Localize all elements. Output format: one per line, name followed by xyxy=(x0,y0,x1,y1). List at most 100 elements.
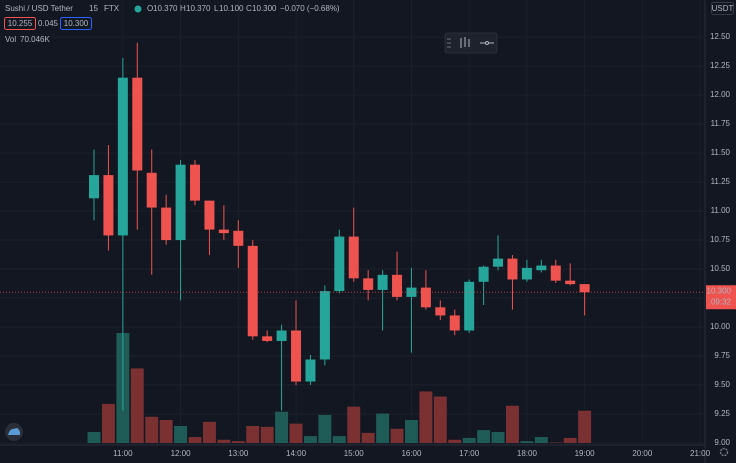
bid-box[interactable] xyxy=(4,17,36,30)
candle-body xyxy=(435,307,446,316)
currency-button[interactable] xyxy=(711,2,734,15)
y-tick-label: 10.00 xyxy=(710,322,731,331)
candle-body xyxy=(276,330,287,341)
countdown: 09:32 xyxy=(711,297,732,306)
interval[interactable]: 15 xyxy=(89,4,98,13)
candle-body xyxy=(536,265,547,271)
volume-bar xyxy=(188,437,202,443)
candle-body xyxy=(161,207,172,241)
y-tick-label: 10.50 xyxy=(710,264,731,273)
volume-bar xyxy=(491,431,505,443)
ohlc-key: L xyxy=(214,4,219,13)
volume-bar xyxy=(448,439,462,443)
candle-body xyxy=(478,266,489,282)
x-tick-label: 20:00 xyxy=(632,449,653,458)
vol-value: 70.046K xyxy=(20,35,50,44)
volume-bar xyxy=(419,391,433,443)
candle-icon[interactable] xyxy=(460,37,470,48)
candle-body xyxy=(507,258,518,280)
ohlc-key: C xyxy=(246,4,252,13)
volume-bar xyxy=(260,426,274,443)
y-tick-label: 12.00 xyxy=(710,90,731,99)
x-tick-label: 11:00 xyxy=(113,449,133,458)
y-tick-label: 9.00 xyxy=(714,438,730,447)
change: −0.070 (−0.68%) xyxy=(280,4,340,13)
candle-body xyxy=(204,200,215,230)
currency[interactable]: USDT xyxy=(712,4,734,13)
candle-body xyxy=(348,236,359,279)
floating-toolbar xyxy=(444,32,498,54)
volume-bar xyxy=(534,437,548,443)
candles xyxy=(89,42,590,411)
x-tick-label: 18:00 xyxy=(517,449,538,458)
candle-body xyxy=(117,77,128,236)
x-tick-label: 17:00 xyxy=(459,449,480,458)
logo-cloud xyxy=(8,428,20,435)
ask[interactable]: 10.300 xyxy=(64,19,89,28)
y-tick-label: 9.50 xyxy=(714,380,730,389)
volume-bar xyxy=(477,430,491,443)
candle-body xyxy=(103,175,114,236)
volume-bar xyxy=(303,436,317,443)
ohlc-key: O xyxy=(147,4,153,13)
candle-body xyxy=(305,359,316,382)
volume-bar xyxy=(145,416,159,443)
symbol[interactable]: Sushi / USD Tether xyxy=(5,4,73,13)
candle-body xyxy=(262,336,273,341)
candle-body xyxy=(334,236,345,292)
candle-body xyxy=(449,315,460,331)
volume-bar xyxy=(332,436,346,443)
candle-body xyxy=(132,77,143,171)
candle-body xyxy=(377,274,388,290)
volume-bar xyxy=(376,413,390,443)
y-tick-label: 12.25 xyxy=(710,61,731,70)
y-tick-label: 11.25 xyxy=(711,177,731,186)
line-icon[interactable] xyxy=(480,41,494,45)
drag-handle[interactable] xyxy=(447,38,451,48)
volume-bar xyxy=(347,406,361,443)
volume-bar xyxy=(506,405,519,443)
candle-body xyxy=(319,291,330,360)
candle-body xyxy=(190,164,201,201)
candle-body xyxy=(175,164,186,241)
volume-bar xyxy=(318,414,332,443)
candle-body xyxy=(464,281,475,331)
y-tick-label: 9.25 xyxy=(714,409,730,418)
y-tick-label: 11.75 xyxy=(711,119,731,128)
bid[interactable]: 10.255 xyxy=(8,19,33,28)
volume-bar xyxy=(87,431,101,443)
y-tick-label: 9.75 xyxy=(714,351,730,360)
candle-body xyxy=(363,278,374,290)
y-tick-label: 12.50 xyxy=(710,32,731,41)
x-tick-label: 15:00 xyxy=(344,449,365,458)
x-tick-label: 16:00 xyxy=(401,449,422,458)
volume-bar xyxy=(390,428,404,443)
candle-body xyxy=(550,265,561,281)
candle-body xyxy=(392,274,403,297)
spread: 0.045 xyxy=(38,19,59,28)
candle-body xyxy=(247,245,258,337)
x-tick-label: 13:00 xyxy=(228,449,249,458)
last-price-tag xyxy=(706,285,736,310)
status-dot xyxy=(134,5,142,13)
volume-bar xyxy=(231,441,245,443)
volume-bar xyxy=(289,423,303,443)
volume-bar xyxy=(361,432,375,443)
volume-bar xyxy=(159,419,173,443)
volume-bar xyxy=(246,425,260,443)
ohlc-value: 10.100 xyxy=(219,4,244,13)
candle-body xyxy=(579,284,590,293)
ask-box[interactable] xyxy=(60,17,92,30)
y-tick-label: 11.50 xyxy=(711,148,731,157)
settings[interactable] xyxy=(719,447,729,457)
candle-body xyxy=(218,229,229,234)
x-tick-label: 14:00 xyxy=(286,449,307,458)
volume-bar xyxy=(130,368,144,443)
candle-body xyxy=(291,330,302,382)
candle-body xyxy=(89,175,99,199)
ohlc-value: 10.370 xyxy=(153,4,178,13)
last-price-label: 10.300 xyxy=(707,286,732,295)
